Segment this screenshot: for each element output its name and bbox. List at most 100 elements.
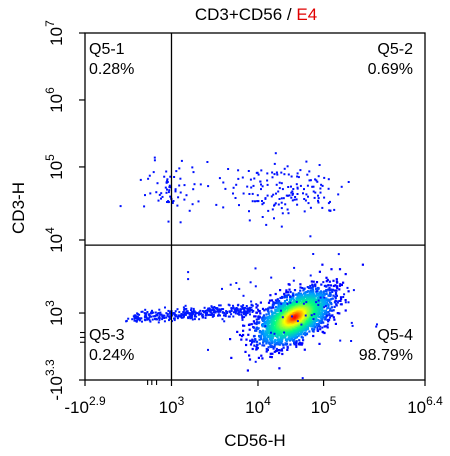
event-point <box>328 289 331 292</box>
event-point <box>138 319 141 322</box>
event-point <box>211 313 214 316</box>
event-point <box>332 309 335 312</box>
event-point <box>260 183 262 186</box>
event-point <box>304 314 307 317</box>
event-point <box>347 301 350 304</box>
event-point <box>314 191 317 194</box>
event-point <box>316 328 319 331</box>
event-point <box>294 293 297 296</box>
event-point <box>255 318 258 321</box>
event-point <box>310 291 313 294</box>
event-point <box>248 323 251 326</box>
event-point <box>321 330 324 333</box>
event-point <box>166 188 168 191</box>
event-point <box>322 298 326 301</box>
event-point <box>245 343 248 347</box>
event-point <box>322 301 325 304</box>
event-point <box>305 160 308 163</box>
event-point <box>317 199 319 202</box>
event-point <box>288 304 291 307</box>
event-point <box>268 314 271 318</box>
chart-title-main: CD3+CD56 / <box>195 5 297 24</box>
event-point <box>324 290 327 293</box>
event-point <box>257 316 260 319</box>
event-point <box>305 301 308 304</box>
event-point <box>276 173 279 176</box>
event-point <box>323 331 326 335</box>
event-point <box>265 308 268 311</box>
event-point <box>162 314 165 317</box>
event-point <box>247 309 250 312</box>
event-point <box>162 316 165 319</box>
event-point <box>261 200 263 202</box>
event-point <box>340 185 343 188</box>
event-point <box>292 188 295 190</box>
event-point <box>273 204 275 207</box>
event-point <box>329 298 332 301</box>
event-point <box>272 323 276 326</box>
event-point <box>252 309 255 312</box>
quadrant-name: Q5-1 <box>89 41 125 58</box>
event-point <box>196 312 199 315</box>
event-point <box>314 320 317 323</box>
event-point <box>320 309 323 312</box>
event-point <box>264 340 267 343</box>
event-point <box>176 315 179 318</box>
event-point <box>136 312 139 315</box>
event-point <box>167 220 170 223</box>
event-point <box>199 183 202 186</box>
event-point <box>309 235 312 238</box>
event-point <box>272 301 275 304</box>
event-point <box>165 170 168 173</box>
event-point <box>307 195 309 198</box>
event-point <box>168 317 171 320</box>
event-point <box>292 297 295 300</box>
quadrant-percent: 98.79% <box>359 347 413 364</box>
event-point <box>219 310 222 313</box>
event-point <box>321 301 324 304</box>
event-point <box>207 348 209 351</box>
event-point <box>246 185 249 188</box>
event-point <box>328 301 331 304</box>
event-point <box>119 205 122 208</box>
event-point <box>316 294 319 297</box>
event-point <box>237 169 240 172</box>
event-point <box>316 180 319 183</box>
event-point <box>191 166 194 169</box>
event-point <box>312 334 315 338</box>
event-point <box>260 335 263 339</box>
event-point <box>269 294 272 297</box>
event-point <box>289 298 292 301</box>
event-point <box>174 188 177 191</box>
event-point <box>160 192 163 195</box>
event-point <box>219 314 221 317</box>
event-point <box>267 301 271 304</box>
event-point <box>242 294 245 297</box>
event-point <box>321 326 324 329</box>
event-point <box>292 298 295 301</box>
event-point <box>277 318 280 321</box>
event-point <box>262 201 265 204</box>
event-point <box>274 334 277 337</box>
event-point <box>296 302 299 305</box>
event-point <box>311 327 314 331</box>
event-point <box>280 309 282 312</box>
event-point <box>165 312 168 315</box>
event-point <box>178 311 181 314</box>
event-point <box>275 305 278 309</box>
event-point <box>328 287 331 290</box>
event-point <box>275 183 278 186</box>
event-point <box>185 310 188 313</box>
event-point <box>280 296 283 299</box>
event-point <box>190 307 193 310</box>
event-point <box>238 333 242 337</box>
event-point <box>293 266 296 269</box>
event-point <box>250 306 253 309</box>
event-point <box>147 177 150 180</box>
event-point <box>171 314 174 317</box>
event-point <box>270 307 273 310</box>
event-point <box>326 307 329 310</box>
event-point <box>302 339 305 342</box>
event-point <box>335 285 338 288</box>
event-point <box>329 200 331 203</box>
